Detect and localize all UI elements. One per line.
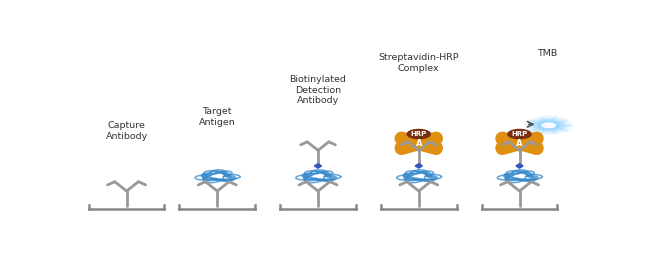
Polygon shape [315,164,322,168]
Circle shape [541,122,556,128]
Circle shape [525,116,573,135]
Circle shape [508,129,531,139]
Text: Capture
Antibody: Capture Antibody [105,121,148,141]
Polygon shape [415,164,423,168]
Polygon shape [516,164,523,168]
Circle shape [537,121,560,130]
Circle shape [528,117,569,133]
Text: A: A [415,139,422,148]
Text: HRP: HRP [411,131,427,137]
Text: Streptavidin-HRP
Complex: Streptavidin-HRP Complex [378,53,459,73]
Text: Target
Antigen: Target Antigen [199,107,236,127]
Circle shape [407,129,430,139]
Text: A: A [516,139,523,148]
Text: HRP: HRP [512,131,528,137]
Circle shape [532,119,565,132]
Text: TMB: TMB [537,49,557,58]
Text: Biotinylated
Detection
Antibody: Biotinylated Detection Antibody [290,75,346,105]
